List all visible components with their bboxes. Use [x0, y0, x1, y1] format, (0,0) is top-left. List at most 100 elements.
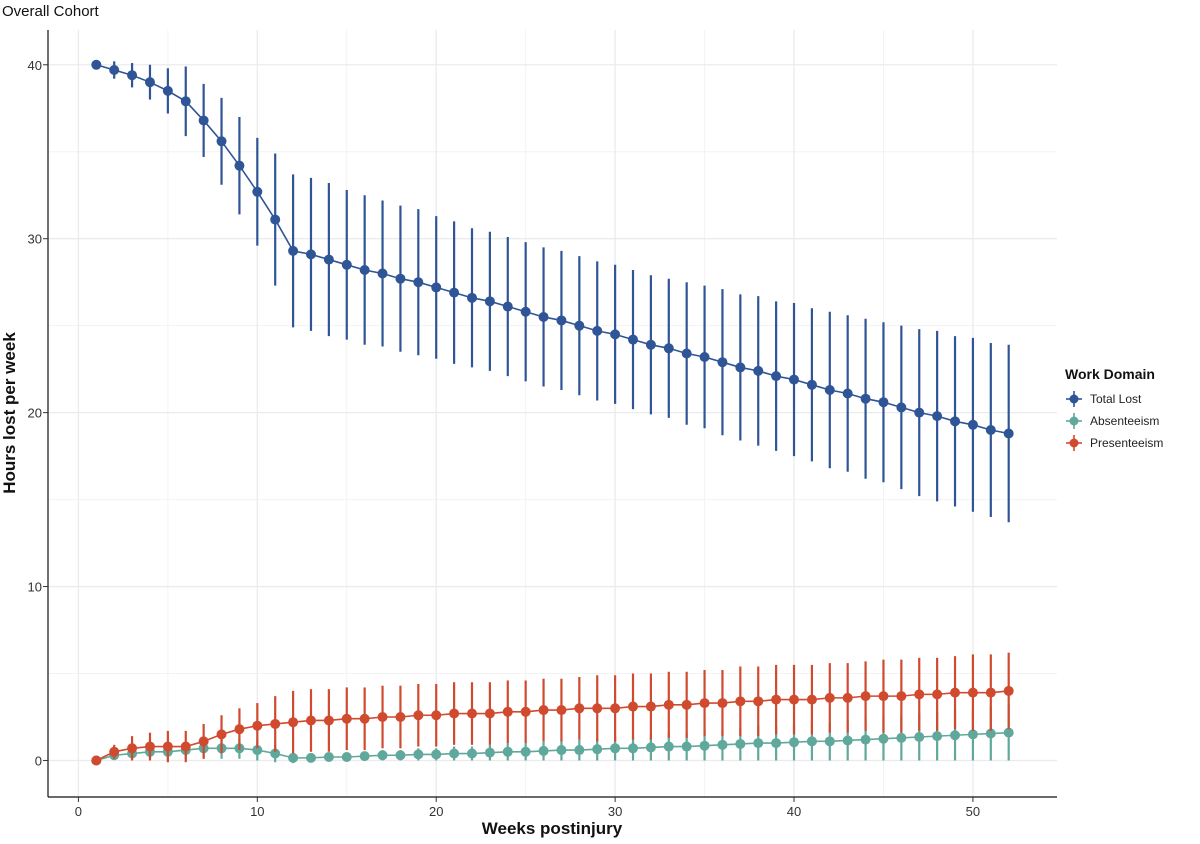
- series-line: [96, 731, 1009, 762]
- data-point: [109, 746, 120, 757]
- data-point: [663, 699, 674, 710]
- data-point: [610, 703, 621, 714]
- data-point: [91, 59, 102, 70]
- data-point: [91, 755, 102, 766]
- x-tick-label: 0: [75, 804, 82, 819]
- data-point: [1003, 727, 1014, 738]
- y-tick-label: 40: [28, 58, 42, 73]
- data-point: [699, 351, 710, 362]
- data-point: [681, 699, 692, 710]
- data-point: [717, 739, 728, 750]
- data-point: [628, 743, 639, 754]
- data-point: [180, 96, 191, 107]
- legend-marker: [1069, 416, 1079, 426]
- data-point: [681, 348, 692, 359]
- data-point: [735, 696, 746, 707]
- data-point: [753, 696, 764, 707]
- data-point: [359, 265, 370, 276]
- data-point: [592, 744, 603, 755]
- axes: [47, 30, 1057, 798]
- data-point: [288, 717, 299, 728]
- data-point: [824, 385, 835, 396]
- data-point: [520, 746, 531, 757]
- data-point: [628, 334, 639, 345]
- data-point: [806, 736, 817, 747]
- data-point: [520, 306, 531, 317]
- data-point: [967, 729, 978, 740]
- data-point: [395, 711, 406, 722]
- data-point: [556, 745, 567, 756]
- data-point: [932, 731, 943, 742]
- data-point: [556, 315, 567, 326]
- series-total-lost: [91, 59, 1014, 523]
- data-point: [896, 402, 907, 413]
- series-presenteeism: [91, 652, 1014, 766]
- data-point: [771, 694, 782, 705]
- data-point: [413, 749, 424, 760]
- data-point: [449, 748, 460, 759]
- data-point: [985, 425, 996, 436]
- data-point: [449, 287, 460, 298]
- data-point: [842, 388, 853, 399]
- data-point: [860, 393, 871, 404]
- data-point: [842, 735, 853, 746]
- data-point: [574, 703, 585, 714]
- x-axis-label: Weeks postinjury: [482, 819, 623, 838]
- grid: [48, 30, 1057, 797]
- data-point: [789, 694, 800, 705]
- x-tick-label: 50: [966, 804, 980, 819]
- data-point: [180, 741, 191, 752]
- data-point: [359, 751, 370, 762]
- legend-item: Absenteeism: [1066, 413, 1159, 429]
- data-point: [198, 736, 209, 747]
- data-point: [341, 259, 352, 270]
- data-point: [950, 416, 961, 427]
- data-point: [574, 320, 585, 331]
- data-point: [127, 70, 138, 81]
- data-point: [1003, 685, 1014, 696]
- data-point: [234, 724, 245, 735]
- y-tick-label: 0: [35, 753, 42, 768]
- data-point: [932, 411, 943, 422]
- legend-item: Presenteeism: [1066, 435, 1163, 451]
- data-point: [144, 741, 155, 752]
- x-tick-label: 20: [429, 804, 443, 819]
- data-point: [735, 738, 746, 749]
- data-point: [395, 750, 406, 761]
- data-point: [359, 713, 370, 724]
- data-point: [502, 706, 513, 717]
- data-point: [645, 701, 656, 712]
- data-point: [1003, 428, 1014, 439]
- data-point: [323, 254, 334, 265]
- series-layer: [91, 59, 1014, 766]
- data-point: [216, 136, 227, 147]
- data-point: [753, 365, 764, 376]
- data-point: [144, 77, 155, 88]
- data-point: [538, 745, 549, 756]
- data-point: [950, 730, 961, 741]
- data-point: [789, 737, 800, 748]
- series-absenteeism: [91, 704, 1014, 766]
- data-point: [574, 745, 585, 756]
- y-tick-label: 20: [28, 406, 42, 421]
- chart-title: Overall Cohort: [2, 3, 100, 20]
- data-point: [806, 379, 817, 390]
- data-point: [878, 691, 889, 702]
- data-point: [127, 743, 138, 754]
- data-point: [323, 751, 334, 762]
- data-point: [771, 371, 782, 382]
- data-point: [610, 743, 621, 754]
- data-point: [413, 710, 424, 721]
- data-point: [341, 751, 352, 762]
- data-point: [753, 738, 764, 749]
- legend-item: Total Lost: [1066, 391, 1142, 407]
- data-point: [967, 419, 978, 430]
- data-point: [484, 296, 495, 307]
- legend-label: Presenteeism: [1090, 436, 1163, 450]
- data-point: [896, 732, 907, 743]
- data-point: [663, 741, 674, 752]
- data-point: [270, 718, 281, 729]
- data-point: [914, 689, 925, 700]
- y-axis-label: Hours lost per week: [0, 332, 19, 494]
